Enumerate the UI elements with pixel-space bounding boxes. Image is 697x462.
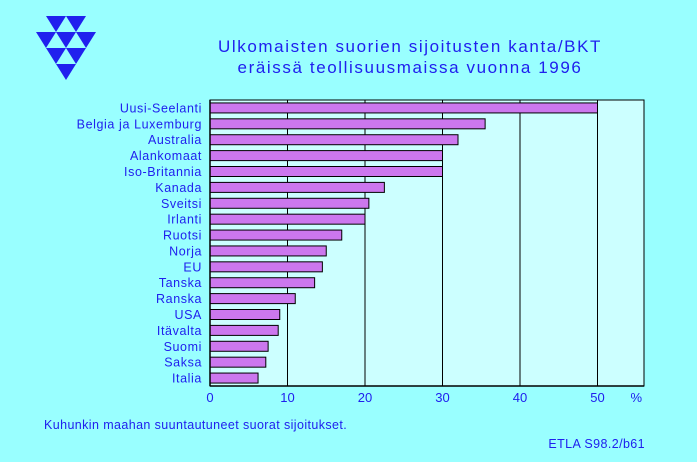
category-label-Iso-Britannia: Iso-Britannia [124, 165, 202, 179]
x-unit-label: % [630, 390, 642, 405]
category-label-Saksa: Saksa [164, 356, 202, 370]
bar-Norja [209, 245, 327, 257]
bar-Ranska [209, 293, 296, 305]
bar-USA [209, 309, 281, 320]
category-label-Italia: Italia [172, 372, 202, 386]
bar-Uusi-Seelanti [209, 102, 598, 114]
bar-Alankomaat [209, 150, 443, 162]
category-label-Belgia ja Luxemburg: Belgia ja Luxemburg [77, 117, 202, 131]
bar-Ruotsi [209, 229, 343, 241]
category-label-Norja: Norja [169, 244, 202, 258]
etla-logo [36, 16, 96, 80]
category-label-Irlanti: Irlanti [167, 213, 202, 227]
category-label-Sveitsi: Sveitsi [161, 197, 202, 211]
x-tick-label-30: 30 [435, 390, 449, 405]
x-tick-label-10: 10 [280, 390, 294, 405]
category-label-Australia: Australia [148, 133, 202, 147]
bar-Itävalta [209, 324, 279, 336]
category-label-USA: USA [174, 308, 202, 322]
chart-title-line2: eräissä teollisuusmaissa vuonna 1996 [237, 58, 583, 77]
x-tick-label-50: 50 [590, 390, 604, 405]
category-label-EU: EU [183, 260, 202, 274]
bar-Iso-Britannia [209, 166, 443, 177]
x-tick-label-40: 40 [513, 390, 527, 405]
bar-Australia [209, 134, 459, 146]
x-tick-label-0: 0 [206, 390, 213, 405]
bar-Belgia ja Luxemburg [209, 118, 486, 130]
bar-Italia [209, 372, 259, 384]
category-label-Itävalta: Itävalta [157, 324, 202, 338]
bar-Tanska [209, 277, 316, 289]
plot-area [209, 99, 645, 387]
bar-EU [209, 261, 323, 273]
category-label-Suomi: Suomi [164, 340, 202, 354]
bar-Sveitsi [209, 197, 370, 209]
category-label-Tanska: Tanska [159, 276, 202, 290]
category-label-Ruotsi: Ruotsi [163, 229, 202, 243]
source-label: ETLA S98.2/b61 [548, 437, 645, 451]
chart-title-line1: Ulkomaisten suorien sijoitusten kanta/BK… [217, 37, 603, 56]
bar-Kanada [209, 181, 385, 193]
bar-Saksa [209, 356, 267, 368]
category-label-Uusi-Seelanti: Uusi-Seelanti [120, 101, 202, 115]
category-label-Ranska: Ranska [156, 292, 202, 306]
bar-Irlanti [209, 213, 366, 225]
footnote: Kuhunkin maahan suuntautuneet suorat sij… [44, 418, 348, 432]
x-tick-label-20: 20 [358, 390, 372, 405]
category-label-Alankomaat: Alankomaat [130, 149, 202, 163]
bar-Suomi [209, 340, 269, 352]
category-label-Kanada: Kanada [155, 181, 202, 195]
